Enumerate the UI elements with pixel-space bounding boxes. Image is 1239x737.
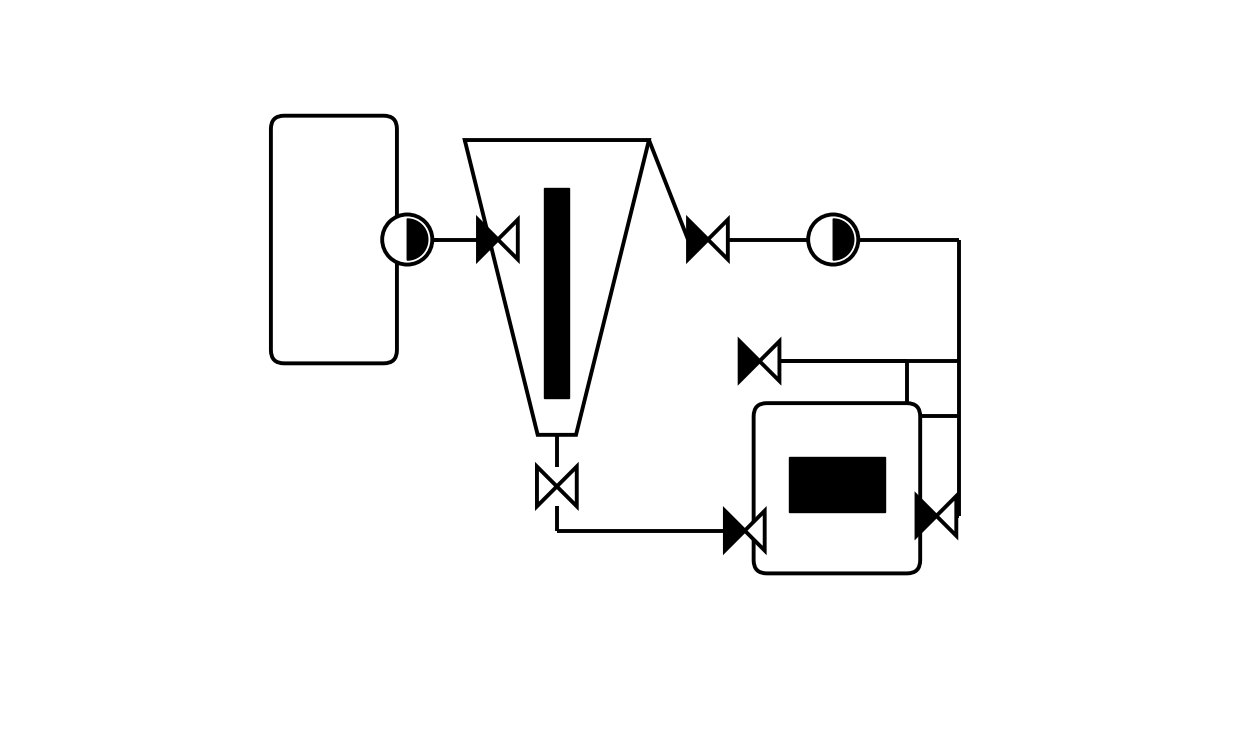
Polygon shape [937,496,957,536]
FancyBboxPatch shape [271,116,396,363]
Polygon shape [465,140,649,435]
Circle shape [808,214,859,265]
Polygon shape [556,467,576,506]
Polygon shape [760,341,779,381]
Bar [789,457,885,512]
Circle shape [382,214,432,265]
Polygon shape [408,219,427,260]
Polygon shape [688,220,707,259]
Polygon shape [498,220,518,259]
Polygon shape [536,467,556,506]
Bar [544,188,570,398]
Polygon shape [478,220,498,259]
Polygon shape [917,496,937,536]
Polygon shape [740,341,760,381]
Polygon shape [834,219,854,260]
Polygon shape [745,511,764,551]
Polygon shape [725,511,745,551]
Polygon shape [707,220,727,259]
FancyBboxPatch shape [753,403,921,573]
